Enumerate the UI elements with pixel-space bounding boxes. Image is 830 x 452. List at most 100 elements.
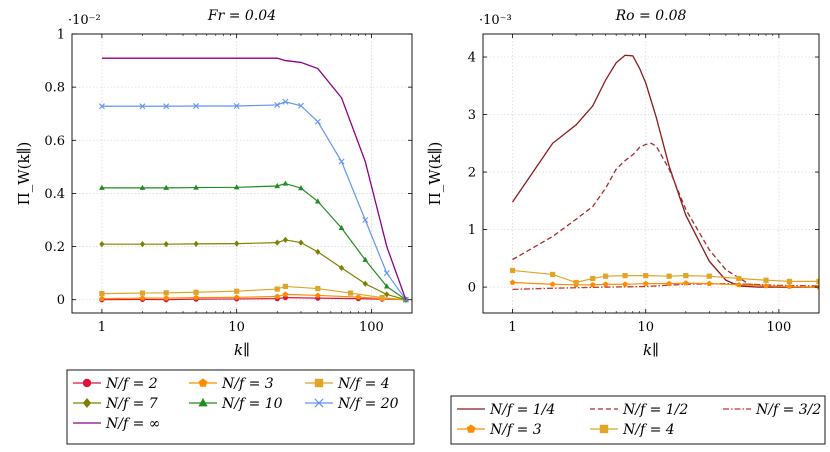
chart1-legend-label: N/f = 10: [221, 396, 283, 412]
chart2-y-tick-label: 3: [468, 108, 476, 123]
chart1-series-line: [101, 182, 407, 301]
chart2-x-tick-label: 100: [766, 320, 791, 335]
chart2-x-axis-label: k∥: [643, 341, 659, 359]
chart1-data-point: [98, 103, 105, 110]
chart2-data-point: [683, 273, 689, 279]
chart1-legend-label: N/f = 4: [337, 376, 390, 392]
chart2-x-tick-label: 1: [508, 320, 516, 335]
chart1-data-point: [274, 239, 280, 246]
chart1-data-point: [193, 289, 199, 295]
chart2-data-point: [509, 267, 516, 274]
chart1-data-point: [99, 184, 105, 190]
chart1-data-point: [379, 294, 385, 301]
chart1-data-point: [139, 103, 146, 110]
chart1-data-point: [163, 295, 169, 301]
chart1-legend-label: N/f = 20: [337, 396, 399, 412]
chart2-legend-label: N/f = 3/2: [755, 402, 821, 418]
chart2-exponent-label: ·10⁻³: [479, 13, 512, 28]
chart1-data-point: [384, 291, 390, 298]
chart2-y-tick-label: 0: [468, 281, 476, 296]
chart1-data-point: [383, 270, 390, 277]
chart2-data-point: [786, 283, 793, 289]
chart1-legend-marker: [82, 378, 92, 388]
chart2-legend-label: N/f = 4: [622, 422, 675, 438]
chart1-data-point: [297, 102, 304, 109]
chart1-data-point: [338, 224, 345, 231]
chart1-x-tick-label: 10: [228, 320, 245, 335]
chart1-data-point: [274, 286, 280, 292]
chart1-y-tick-label: 0: [57, 293, 65, 308]
chart2-x-tick-label: 10: [637, 320, 654, 335]
chart1-data-point: [282, 180, 289, 186]
chart1-data-point: [314, 118, 321, 125]
chart2-data-point: [816, 278, 819, 284]
chart1-x-tick-label: 100: [359, 320, 384, 335]
chart1-series-n-f-20: [98, 98, 409, 303]
chart1-data-point: [99, 295, 105, 301]
chart1-data-point: [315, 292, 321, 298]
chart1-data-point: [362, 217, 369, 223]
chart1-data-point: [338, 264, 345, 271]
chart2-data-point: [786, 278, 793, 284]
chart2-data-point: [549, 281, 556, 287]
chart2-legend-marker: [466, 424, 476, 433]
chart1-data-point: [193, 184, 199, 190]
chart2-data-point: [666, 280, 672, 286]
chart1-series-line: [101, 57, 407, 300]
chart1-data-point: [282, 236, 289, 244]
chart1-data-point: [383, 283, 390, 289]
chart1-y-tick-label: 0.8: [44, 81, 65, 96]
chart1-data-point: [234, 288, 240, 294]
chart1-series-n-f-4: [99, 283, 409, 303]
chart2-series-line: [512, 269, 819, 284]
chart2-title: Ro = 0.08: [615, 8, 687, 24]
chart2-data-point: [706, 280, 712, 286]
chart2-data-point: [602, 281, 609, 287]
chart2-axes-frame: [482, 33, 820, 314]
chart1-data-point: [314, 198, 321, 204]
chart1-data-point: [298, 184, 304, 191]
chart2-y-axis-label: Π_W(k∥): [426, 142, 444, 206]
chart1-legend-label: N/f = 7: [105, 396, 158, 412]
chart2-data-point: [666, 273, 672, 279]
chart1-exponent-label: ·10⁻²: [68, 13, 101, 28]
chart1-data-point: [402, 296, 409, 303]
chart2-legend-marker: [599, 424, 609, 434]
chart1-data-point: [139, 290, 146, 296]
chart1-x-axis-label: k∥: [234, 341, 250, 359]
chart1-data-point: [139, 295, 146, 301]
chart1-data-point: [139, 184, 146, 190]
chart1-legend-marker: [82, 397, 92, 409]
chart2-data-point: [706, 273, 712, 279]
chart1-legend-box: [66, 369, 415, 445]
chart1-data-point: [99, 241, 105, 248]
chart1-data-point: [362, 256, 369, 262]
chart1-data-point: [355, 294, 362, 300]
chart1-y-tick-label: 0.4: [44, 187, 65, 202]
chart2-legend-label: N/f = 1/2: [622, 402, 688, 418]
chart1-y-tick-label: 0.6: [44, 134, 65, 149]
chart1-data-point: [282, 283, 289, 290]
chart1-y-tick-label: 1: [57, 28, 65, 43]
chart2-series-n-f-4: [509, 267, 819, 286]
chart1-y-axis-label: Π_W(k∥): [15, 142, 33, 206]
chart1-data-point: [233, 294, 240, 300]
chart2-legend-label: N/f = 1/4: [489, 402, 555, 418]
chart1-data-point: [274, 101, 281, 108]
chart1-data-point: [274, 182, 281, 189]
chart2-data-point: [622, 281, 628, 287]
chart1-data-point: [234, 240, 240, 247]
chart2-data-point: [763, 277, 769, 283]
chart1-data-point: [315, 285, 321, 292]
chart2-data-point: [643, 273, 649, 279]
chart1-series-line: [101, 101, 407, 301]
chart2-series-line: [512, 281, 819, 288]
chart1-legend-label: N/f = ∞: [105, 416, 160, 432]
chart2-data-point: [763, 283, 769, 289]
chart1-legend-marker: [198, 378, 208, 387]
chart1-data-point: [315, 248, 321, 256]
chart1-data-point: [282, 291, 289, 297]
chart2-data-point: [603, 273, 609, 279]
chart2-y-tick-label: 2: [468, 166, 476, 181]
